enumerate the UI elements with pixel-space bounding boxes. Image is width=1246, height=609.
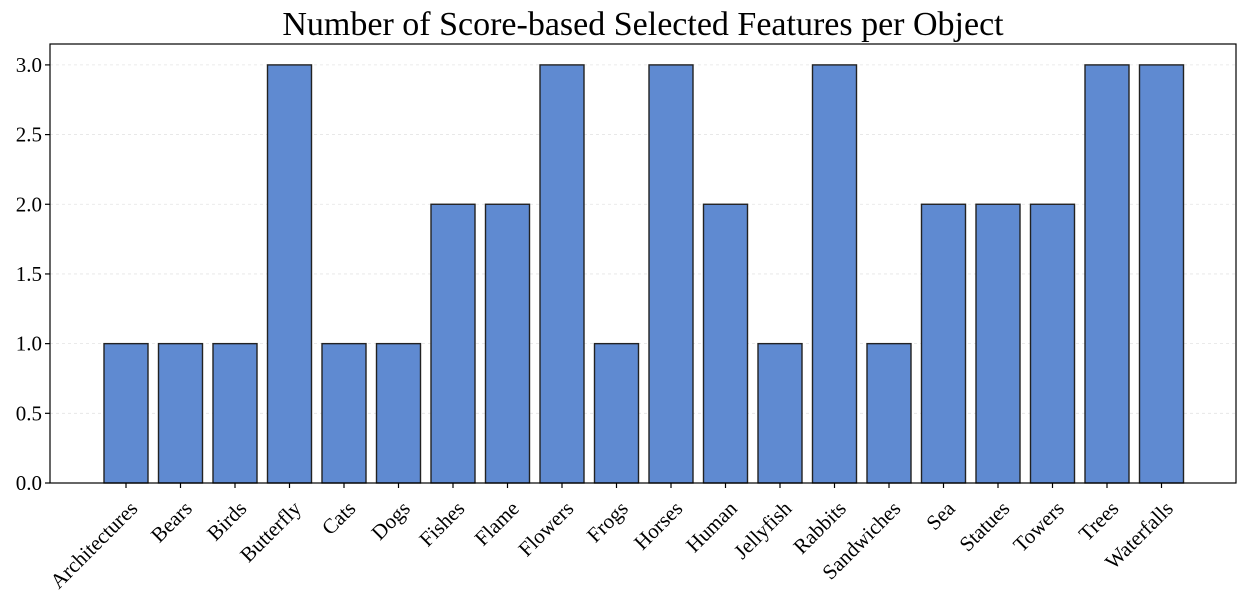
bar-frogs (593, 342, 640, 484)
x-tick-label-architectures: Architectures (45, 496, 142, 593)
bar-fishes (430, 203, 476, 484)
y-tick-label: 2.5 (16, 123, 42, 147)
bar-flowers (539, 64, 585, 484)
x-tick-label-dogs: Dogs (366, 496, 414, 544)
bar-statues (975, 203, 1021, 484)
y-tick-label: 1.5 (16, 262, 42, 286)
bar-sandwiches (866, 342, 912, 484)
x-tick-label-birds: Birds (202, 496, 251, 545)
bar-flame (484, 203, 531, 484)
x-tick-label-cats: Cats (317, 496, 360, 539)
x-tick-label-trees: Trees (1074, 496, 1123, 545)
bar-birds (212, 342, 258, 484)
bar-dogs (375, 342, 422, 484)
x-tick-label-flowers: Flowers (513, 496, 578, 561)
bar-sea (920, 203, 967, 484)
y-tick-label: 3.0 (16, 53, 42, 77)
bar-bears (157, 342, 204, 484)
y-axis: 0.0 0.5 1.0 1.5 2.0 2.5 3.0 (16, 53, 50, 495)
chart-title: Number of Score-based Selected Features … (282, 6, 1004, 43)
bar-jellyfish (757, 342, 803, 484)
x-tick-label-jellyfish: Jellyfish (729, 496, 797, 564)
bar-cats (321, 342, 367, 484)
x-tick-label-butterfly: Butterfly (235, 496, 306, 567)
bar-towers (1029, 203, 1076, 484)
bar-butterfly (266, 64, 313, 484)
bar-waterfalls (1138, 64, 1185, 484)
x-tick-label-sea: Sea (921, 496, 960, 535)
plot-frame (49, 43, 1237, 484)
x-tick-label-towers: Towers (1008, 496, 1068, 556)
y-tick-label: 1.0 (16, 332, 42, 356)
x-tick-label-frogs: Frogs (582, 496, 633, 547)
y-tick-label: 2.0 (16, 192, 42, 216)
bar-horses (648, 64, 694, 484)
x-tick-label-fishes: Fishes (414, 496, 469, 551)
y-tick-label: 0.0 (16, 471, 42, 495)
bar-architectures (103, 342, 149, 484)
x-tick-label-horses: Horses (629, 496, 687, 554)
bar-rabbits (811, 64, 858, 484)
x-tick-label-statues: Statues (954, 496, 1014, 556)
y-tick-label: 0.5 (16, 401, 42, 425)
bar-trees (1084, 64, 1130, 484)
bar-human (702, 203, 749, 484)
bars-layer (103, 64, 1185, 484)
x-tick-label-bears: Bears (146, 496, 197, 547)
